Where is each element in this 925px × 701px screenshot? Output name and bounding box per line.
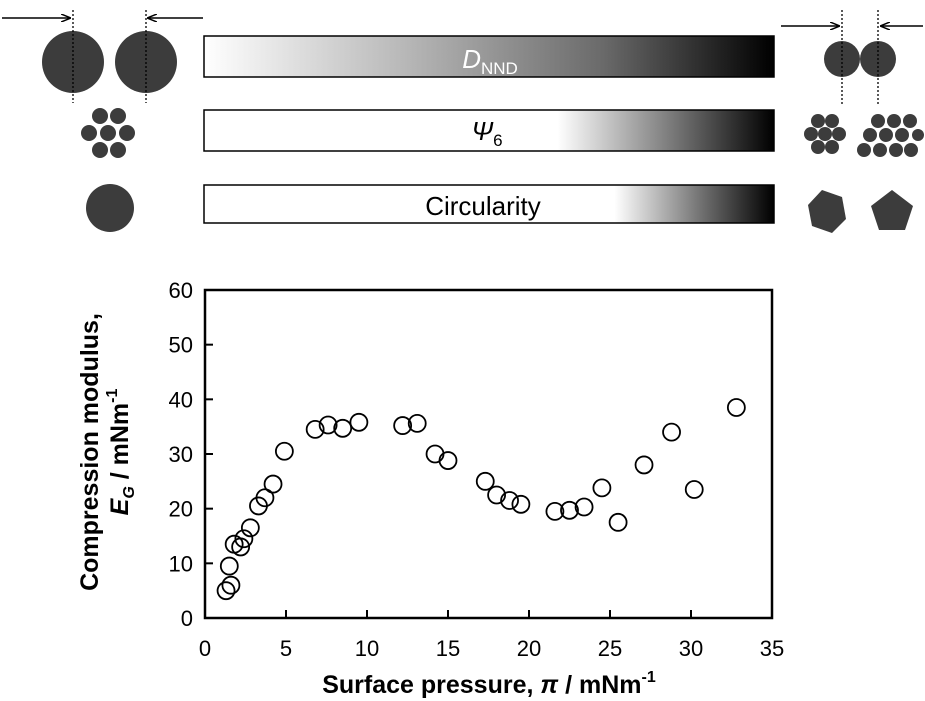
data-point <box>219 556 239 576</box>
y-tick-label: 30 <box>169 442 193 467</box>
data-point <box>274 441 294 461</box>
x-tick-label: 15 <box>436 636 460 661</box>
pentagon-particle-icon <box>871 190 913 230</box>
data-point <box>511 494 531 514</box>
hexagonal-packing-icon <box>804 114 846 154</box>
x-tick-label: 25 <box>598 636 622 661</box>
data-point <box>500 491 519 510</box>
nnd-large-spacing-icon <box>2 10 203 103</box>
data-point <box>425 444 445 464</box>
x-tick-label: 20 <box>517 636 541 661</box>
y-tick-label: 10 <box>169 551 193 576</box>
y-axis-label-line2: EG / mNm-1 <box>104 389 138 516</box>
data-point <box>393 416 413 435</box>
x-tick-label: 5 <box>280 636 292 661</box>
data-point <box>333 418 353 438</box>
data-point <box>475 471 495 491</box>
x-axis-ticks: 0 5 10 15 20 25 30 35 <box>199 610 784 661</box>
left-illustrations <box>2 10 203 232</box>
y-axis-ticks: 0 10 20 30 40 50 60 <box>169 278 213 631</box>
data-points <box>216 398 746 601</box>
x-tick-label: 30 <box>679 636 703 661</box>
scatter-chart: 0 10 20 30 40 50 60 0 5 10 15 20 25 30 35 Surface pre… <box>76 278 784 699</box>
data-point <box>318 415 338 435</box>
right-illustrations <box>781 10 924 233</box>
round-particle-icon <box>86 184 134 232</box>
x-axis-label: Surface pressure, π / mNm-1 <box>322 669 656 699</box>
y-tick-label: 50 <box>169 333 193 358</box>
x-tick-label: 0 <box>199 636 211 661</box>
data-point <box>349 412 369 432</box>
data-point <box>662 422 681 442</box>
data-point <box>545 501 565 521</box>
data-point <box>240 518 260 538</box>
x-tick-label: 35 <box>760 636 784 661</box>
y-axis-label-line1: Compression modulus, <box>76 313 104 591</box>
data-point <box>560 500 579 520</box>
x-tick-label: 10 <box>355 636 379 661</box>
data-point <box>438 451 458 470</box>
psi6-bar-label: Ψ6 <box>471 116 502 150</box>
data-point <box>216 581 236 601</box>
disordered-cluster-icon <box>81 108 135 158</box>
hexagon-particle-icon <box>808 190 846 233</box>
data-point <box>684 480 704 499</box>
data-point <box>726 398 746 417</box>
data-point <box>305 419 325 439</box>
y-tick-label: 40 <box>169 387 193 412</box>
dense-lattice-icon <box>857 114 924 157</box>
data-point <box>221 575 241 595</box>
circularity-bar-label: Circularity <box>425 191 541 221</box>
data-point <box>487 485 507 505</box>
nnd-small-spacing-icon <box>781 10 923 106</box>
data-point <box>231 537 251 557</box>
data-point <box>634 455 654 475</box>
data-point <box>234 529 254 549</box>
data-point <box>263 474 283 494</box>
y-tick-label: 20 <box>169 497 193 522</box>
data-point <box>608 512 628 532</box>
gradient-bars: DNND Ψ6 Circularity <box>203 35 775 224</box>
nnd-bar-label: DNND <box>462 44 518 78</box>
data-point <box>574 497 594 517</box>
y-tick-label: 0 <box>181 606 193 631</box>
y-tick-label: 60 <box>169 278 193 303</box>
data-point <box>592 478 612 498</box>
data-point <box>407 413 427 433</box>
plot-frame <box>203 288 774 620</box>
data-point <box>255 488 275 508</box>
y-axis-label: Compression modulus, EG / mNm-1 <box>76 313 138 591</box>
